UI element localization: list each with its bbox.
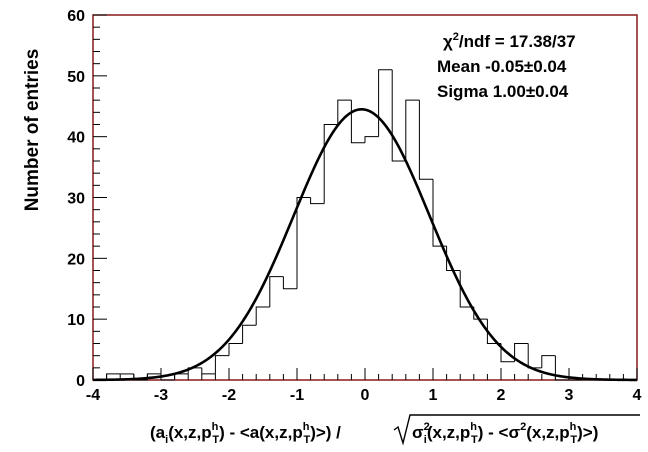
x-tick-label: 4	[633, 387, 642, 404]
svg-text:σ2i(x,z,phT) - <σ2(x,z,phT)>): σ2 i(x,z,ph T) - <σ2(x,z,ph T)>)	[412, 421, 598, 446]
histogram-bin	[201, 367, 216, 375]
histogram-bin	[187, 367, 202, 374]
xlabel-sub-T: T	[212, 434, 219, 446]
histogram-bin	[296, 197, 311, 289]
x-tick-label: -1	[290, 387, 304, 404]
xlabel-sub-T: T	[303, 434, 310, 446]
xlabel-part: (a	[150, 423, 166, 442]
histogram-bin	[310, 197, 325, 205]
histogram-bin	[269, 276, 284, 307]
x-axis-title: (ai(x,z,ph T) - <a(x,z,ph T)>) / σ2 i(x,z,p…	[150, 414, 640, 446]
xlabel-part: (x,z,p	[427, 423, 470, 442]
histogram-bin	[554, 355, 569, 381]
xlabel-sup-2: 2	[424, 421, 430, 433]
xlabel-sup-h: h	[570, 421, 577, 433]
svg-text:(ai(x,z,phT) - <a(x,z,phT)>) /: (ai(x,z,ph T) - <a(x,z,ph T)>) /	[150, 421, 341, 446]
fit-statistics: χ2/ndf = 17.38/37 Mean -0.05±0.04 Sigma …	[437, 31, 576, 101]
x-tick-label: -3	[154, 387, 168, 404]
histogram-bin	[106, 373, 121, 380]
y-tick-label: 10	[67, 312, 85, 329]
x-axis-ticks: -4 -3 -2 -1 0 1 2 3 4	[86, 368, 642, 404]
xlabel-sub-T: T	[570, 434, 577, 446]
x-tick-label: 1	[429, 387, 438, 404]
xlabel-sup-h: h	[303, 421, 310, 433]
histogram-bin	[255, 306, 270, 326]
xlabel-sub-i: i	[424, 434, 427, 446]
histogram-bin	[337, 99, 352, 125]
xlabel-sup-h: h	[212, 421, 219, 433]
chi2-symbol: χ	[443, 32, 453, 51]
sigma-annotation: Sigma 1.00±0.04	[437, 82, 569, 101]
mean-annotation: Mean -0.05±0.04	[437, 57, 567, 76]
histogram-bin	[405, 99, 420, 161]
xlabel-part: ) - <σ	[478, 423, 521, 442]
xlabel-part: )>) /	[310, 423, 341, 442]
histogram-bin	[364, 136, 379, 143]
xlabel-part: ) - <a(x,z,p	[219, 423, 303, 442]
histogram-bin	[242, 324, 257, 344]
histogram-bin	[323, 124, 338, 204]
chi2-annotation: χ2/ndf = 17.38/37	[443, 31, 576, 51]
y-tick-label: 50	[67, 69, 85, 86]
x-tick-label: -2	[222, 387, 236, 404]
gaussian-fit-curve	[92, 108, 638, 382]
y-tick-label: 40	[67, 130, 85, 147]
xlabel-part: )>)	[577, 423, 598, 442]
xlabel-sub-i: i	[165, 434, 168, 446]
chi2-value: /ndf = 17.38/37	[459, 32, 576, 51]
y-axis-title: Number of entries	[22, 49, 43, 212]
xlabel-sigma: σ	[412, 423, 424, 442]
y-tick-label: 0	[76, 373, 85, 390]
xlabel-part: (x,z,p	[168, 423, 211, 442]
sqrt-sign	[393, 414, 640, 446]
histogram-bin	[514, 343, 529, 362]
histogram-bin	[282, 276, 297, 290]
xlabel-sup-h: h	[470, 421, 477, 433]
chi2-superscript: 2	[453, 31, 459, 43]
histogram-bin	[378, 69, 393, 137]
histogram-bin	[541, 355, 556, 368]
y-tick-label: 20	[67, 251, 85, 268]
histogram-bin	[214, 355, 229, 374]
x-tick-label: 3	[565, 387, 574, 404]
xlabel-sub-T: T	[471, 434, 478, 446]
histogram-bin	[228, 343, 243, 356]
y-tick-label: 30	[67, 191, 85, 208]
x-tick-label: 2	[497, 387, 506, 404]
gaussian-fit-series	[92, 108, 638, 382]
xlabel-sup-2: 2	[520, 421, 526, 433]
y-tick-label: 60	[67, 8, 85, 25]
histogram-bin	[391, 69, 406, 162]
x-tick-label: 0	[361, 387, 370, 404]
histogram-bin	[418, 100, 433, 180]
x-tick-label: -4	[86, 387, 100, 404]
histogram-bin	[350, 100, 365, 144]
histogram-bin	[500, 343, 515, 363]
xlabel-part: (x,z,p	[526, 423, 569, 442]
